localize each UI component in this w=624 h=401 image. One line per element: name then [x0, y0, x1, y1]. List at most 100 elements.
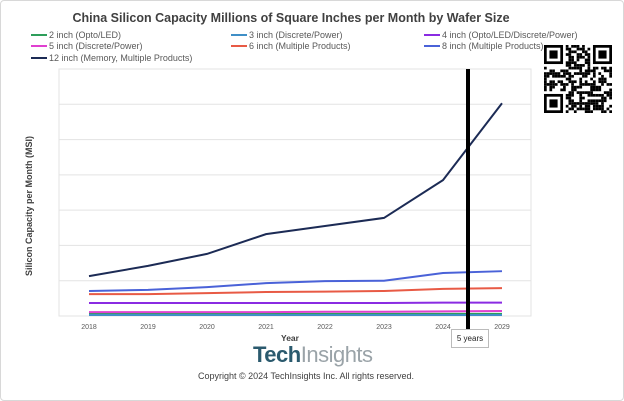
- qr-module: [576, 91, 580, 94]
- qr-module: [579, 69, 583, 73]
- qr-module: [601, 104, 604, 108]
- qr-module: [571, 55, 574, 59]
- qr-module: [576, 45, 580, 48]
- qr-module: [568, 74, 572, 78]
- chart-title: China Silicon Capacity Millions of Squar…: [72, 11, 510, 25]
- qr-module: [579, 72, 583, 75]
- qr-module: [598, 50, 607, 59]
- qr-module: [565, 93, 569, 97]
- qr-module: [592, 93, 596, 97]
- qr-module: [573, 66, 577, 70]
- qr-module: [609, 66, 612, 70]
- series-line: [89, 287, 503, 296]
- qr-module: [579, 104, 583, 108]
- qr-code[interactable]: [544, 45, 612, 113]
- qr-module: [595, 107, 599, 111]
- legend-item: 3 inch (Discrete/Power): [231, 30, 343, 40]
- qr-module: [592, 104, 596, 108]
- qr-module: [573, 110, 577, 113]
- qr-module: [584, 110, 588, 113]
- qr-module: [568, 99, 572, 103]
- qr-module: [587, 72, 591, 75]
- qr-module: [579, 91, 583, 94]
- qr-module: [601, 77, 604, 81]
- qr-module: [587, 107, 591, 111]
- qr-module: [609, 91, 612, 94]
- qr-module: [554, 83, 558, 86]
- qr-module: [587, 61, 591, 65]
- x-tick-label: 2018: [81, 324, 97, 331]
- qr-module: [573, 61, 577, 65]
- qr-module: [554, 74, 558, 78]
- qr-module: [549, 85, 553, 89]
- qr-module: [565, 69, 569, 73]
- qr-module: [595, 93, 599, 97]
- qr-module: [587, 83, 591, 86]
- qr-module: [579, 64, 583, 67]
- legend-swatch: [31, 34, 47, 36]
- series-line: [89, 310, 503, 314]
- qr-module: [579, 99, 583, 103]
- legend-label: 3 inch (Discrete/Power): [249, 30, 343, 40]
- qr-module: [552, 74, 555, 78]
- legend-item: 12 inch (Memory, Multiple Products): [31, 53, 192, 63]
- logo-part1: Tech: [253, 342, 301, 367]
- qr-module: [582, 107, 585, 111]
- qr-module: [595, 104, 599, 108]
- qr-module: [576, 64, 580, 67]
- qr-module: [579, 53, 583, 56]
- qr-module: [571, 74, 574, 78]
- qr-module: [565, 96, 569, 100]
- qr-module: [576, 107, 580, 111]
- qr-module: [598, 107, 602, 111]
- qr-module: [584, 53, 588, 56]
- qr-module: [576, 55, 580, 59]
- qr-module: [582, 64, 585, 67]
- x-tick-label: 2022: [317, 324, 333, 331]
- qr-module: [557, 72, 561, 75]
- qr-module: [587, 58, 591, 62]
- qr-module: [582, 55, 585, 59]
- qr-module: [573, 104, 577, 108]
- legend-swatch: [31, 45, 47, 47]
- qr-module: [579, 55, 583, 59]
- qr-module: [603, 69, 607, 73]
- qr-module: [595, 85, 599, 89]
- qr-module: [549, 69, 553, 73]
- qr-module: [568, 93, 572, 97]
- qr-module: [609, 104, 612, 108]
- qr-module: [579, 102, 583, 105]
- qr-module: [563, 74, 566, 78]
- qr-module: [587, 55, 591, 59]
- qr-module: [592, 66, 596, 70]
- legend-label: 4 inch (Opto/LED/Discrete/Power): [442, 30, 578, 40]
- qr-module: [571, 58, 574, 62]
- qr-module: [546, 72, 550, 75]
- qr-module: [601, 83, 604, 86]
- qr-module: [598, 88, 602, 92]
- qr-module: [590, 102, 593, 105]
- qr-module: [579, 93, 583, 97]
- qr-module: [606, 83, 610, 86]
- qr-module: [579, 85, 583, 89]
- qr-module: [587, 66, 591, 70]
- qr-module: [584, 104, 588, 108]
- qr-module: [568, 53, 572, 56]
- qr-module: [595, 102, 599, 105]
- qr-module: [549, 99, 558, 108]
- qr-module: [565, 77, 569, 81]
- annotation-label: 5 years: [451, 329, 489, 348]
- y-axis-label: Silicon Capacity per Month (MSI): [24, 136, 34, 277]
- qr-module: [587, 47, 591, 51]
- legend-swatch: [231, 34, 247, 36]
- qr-module: [571, 99, 574, 103]
- qr-module: [590, 88, 593, 92]
- qr-module: [603, 66, 607, 70]
- qr-module: [571, 80, 574, 84]
- x-tick-label: 2023: [376, 324, 392, 331]
- qr-module: [598, 80, 602, 84]
- qr-module: [563, 72, 566, 75]
- qr-module: [590, 91, 593, 94]
- qr-module: [576, 53, 580, 56]
- qr-module: [565, 64, 569, 67]
